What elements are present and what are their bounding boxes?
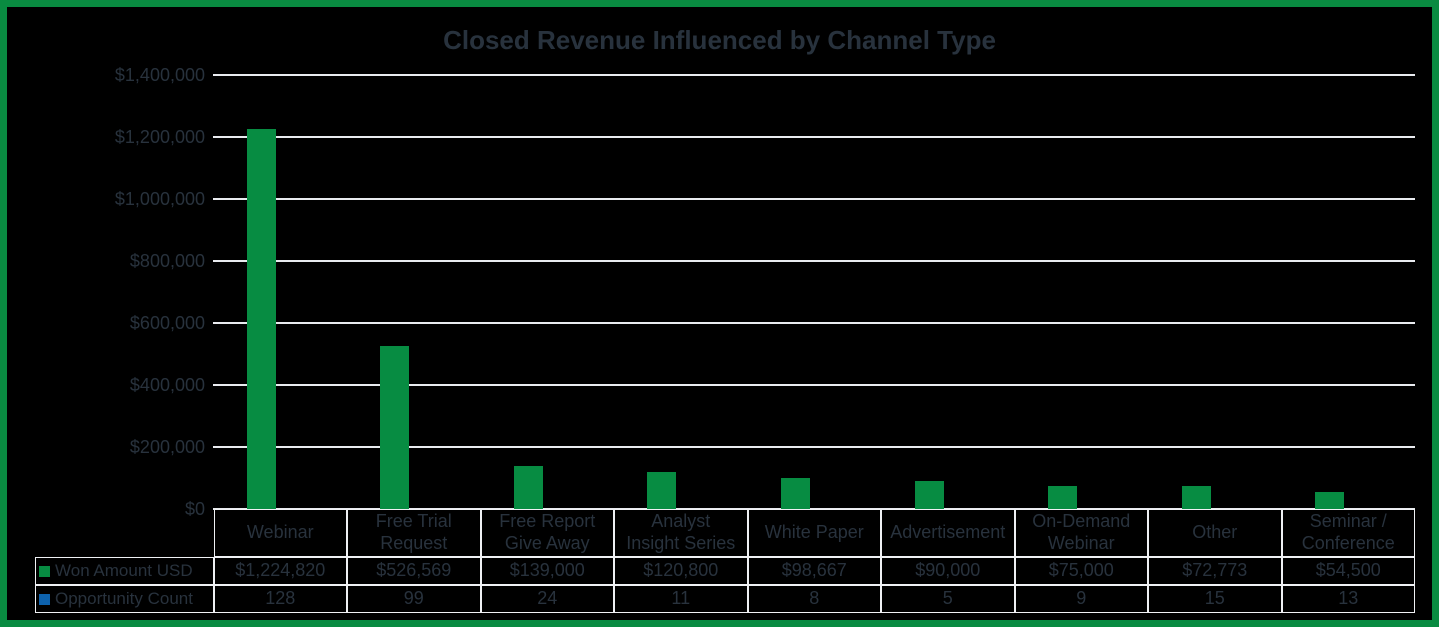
column-header-white-paper: White Paper: [747, 509, 881, 557]
won-amount-usd-cell-analyst-insight-series: $120,800: [614, 557, 748, 585]
gridline: [213, 446, 1415, 448]
y-axis-tick-label: $1,000,000: [114, 189, 205, 209]
column-header-on-demand-webinar: On-Demand Webinar: [1014, 509, 1148, 557]
bar-won-amount-usd-free-report-give-away: [513, 465, 543, 509]
opportunity-count-cell-analyst-insight-series: 11: [614, 585, 748, 613]
y-axis-tick-label: $400,000: [129, 375, 205, 395]
column-header-free-trial-request: Free Trial Request: [347, 509, 481, 557]
opportunity-count-cell-webinar: 128: [213, 585, 347, 613]
data-table: Webinar Free Trial Request Free Report Giv…: [35, 509, 1415, 613]
opportunity-count-cell-other: 15: [1148, 585, 1282, 613]
gridline: [213, 198, 1415, 200]
gridline: [213, 384, 1415, 386]
y-axis-tick-label: $1,400,000: [114, 65, 205, 85]
won-amount-usd-cell-white-paper: $98,667: [747, 557, 881, 585]
legend-swatch-opportunity-count: [39, 593, 50, 605]
y-axis-tick-label: $0: [184, 499, 205, 519]
column-header-webinar: Webinar: [213, 509, 347, 557]
chart-title: Closed Revenue Influenced by Channel Typ…: [443, 25, 996, 55]
won-amount-usd-cell-advertisement: $90,000: [881, 557, 1015, 585]
legend-swatch-won-amount-usd: [39, 565, 50, 577]
won-amount-usd-cell-on-demand-webinar: $75,000: [1014, 557, 1148, 585]
opportunity-count-cell-seminar-conference: 13: [1281, 585, 1415, 613]
plot-area: [213, 74, 1415, 510]
column-header-advertisement: Advertisement: [881, 509, 1015, 557]
opportunity-count-cell-advertisement: 5: [881, 585, 1015, 613]
legend-won-amount-usd: Won Amount USD: [35, 557, 214, 585]
column-header-other: Other: [1148, 509, 1282, 557]
bar-won-amount-usd-advertisement: [914, 481, 944, 509]
won-amount-usd-cell-free-trial-request: $526,569: [347, 557, 481, 585]
gridline: [213, 260, 1415, 262]
gridline: [213, 136, 1415, 138]
legend-label-opportunity-count: Opportunity Count: [55, 588, 193, 608]
won-amount-usd-cell-seminar-conference: $54,500: [1281, 557, 1415, 585]
table-corner-spacer: [35, 509, 214, 557]
y-axis-tick-label: $800,000: [129, 251, 205, 271]
won-amount-usd-cell-other: $72,773: [1148, 557, 1282, 585]
opportunity-count-cell-on-demand-webinar: 9: [1014, 585, 1148, 613]
y-axis-tick-label: $200,000: [129, 437, 205, 457]
opportunity-count-cell-free-report-give-away: 24: [480, 585, 614, 613]
bar-won-amount-usd-white-paper: [781, 478, 810, 509]
bar-won-amount-usd-seminar-conference: [1315, 492, 1345, 509]
bar-won-amount-usd-free-trial-request: [380, 345, 410, 509]
opportunity-count-cell-free-trial-request: 99: [347, 585, 481, 613]
y-axis: $1,400,000 $1,200,000 $1,000,000 $800,000 $6…: [7, 7, 205, 620]
gridline: [213, 74, 1415, 76]
won-amount-usd-cell-webinar: $1,224,820: [213, 557, 347, 585]
gridline: [213, 322, 1415, 324]
column-header-seminar-conference: Seminar / Conference: [1281, 509, 1415, 557]
legend-label-won-amount-usd: Won Amount USD: [55, 560, 193, 580]
bar-won-amount-usd-analyst-insight-series: [647, 471, 677, 509]
y-axis-tick-label: $600,000: [129, 313, 205, 333]
opportunity-count-cell-white-paper: 8: [747, 585, 881, 613]
column-header-analyst-insight-series: Analyst Insight Series: [614, 509, 748, 557]
y-axis-tick-label: $1,200,000: [114, 127, 205, 147]
won-amount-usd-cell-free-report-give-away: $139,000: [480, 557, 614, 585]
bar-won-amount-usd-webinar: [246, 129, 276, 509]
legend-opportunity-count: Opportunity Count: [35, 585, 214, 613]
bar-won-amount-usd-on-demand-webinar: [1048, 485, 1078, 509]
column-header-free-report-give-away: Free Report Give Away: [480, 509, 614, 557]
bar-won-amount-usd-other: [1181, 486, 1211, 509]
